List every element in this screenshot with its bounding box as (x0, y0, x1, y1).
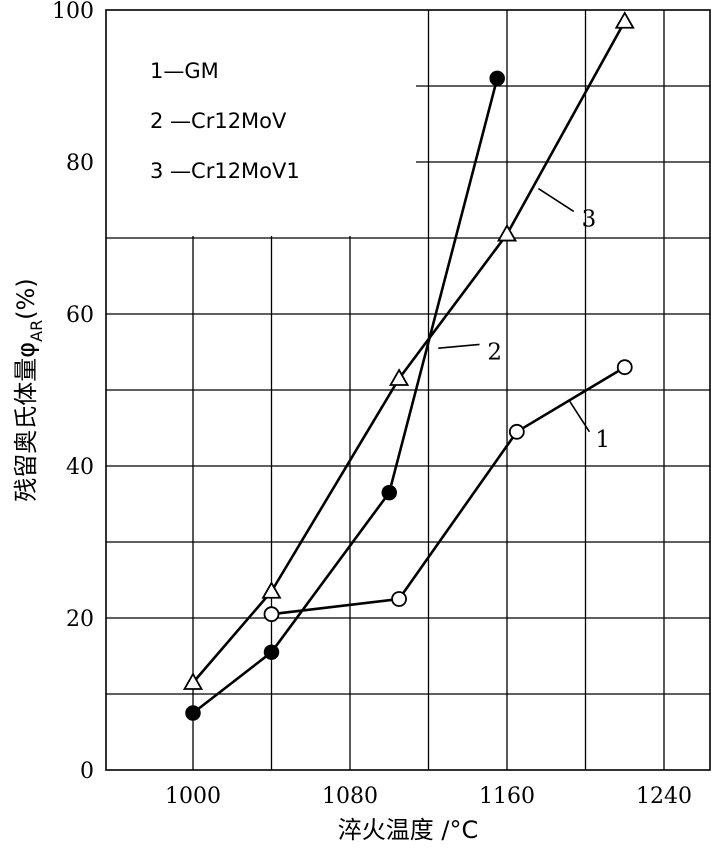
series-line-1 (271, 366, 626, 616)
x-tick-label: 1080 (322, 784, 378, 809)
y-axis-label: 残留奥氏体量φAR(%) (12, 278, 46, 501)
data-point-series-3 (182, 672, 204, 690)
callout-label-1: 1 (595, 427, 610, 453)
callout-leader-2 (438, 343, 480, 349)
legend-entry-2: 2 —Cr12MoV (150, 109, 287, 133)
callout-leader-3 (537, 187, 575, 213)
legend: 1—GM 2 —Cr12MoV 3 —Cr12MoV1 (106, 10, 416, 236)
legend-entry-3: 3 —Cr12MoV1 (150, 159, 300, 183)
y-tick-label: 0 (80, 759, 94, 784)
x-tick-label: 1160 (479, 784, 535, 809)
plot-frame (105, 9, 711, 771)
y-tick-label: 40 (66, 455, 94, 480)
data-point-series-1 (391, 591, 407, 607)
y-tick-label: 80 (66, 151, 94, 176)
y-axis-label-main: 残留奥氏体量φ (12, 342, 40, 502)
svg-text:残留奥氏体量φAR(%): 残留奥氏体量φAR(%) (12, 278, 46, 501)
data-point-series-2 (381, 484, 397, 501)
y-tick-label: 20 (66, 607, 94, 632)
data-point-series-2 (489, 70, 505, 87)
data-point-series-1 (508, 423, 525, 440)
legend-box (106, 10, 416, 236)
series-callouts: 1 2 3 (438, 187, 610, 453)
y-tick-label: 60 (66, 303, 94, 328)
x-tick-label: 1240 (636, 784, 692, 809)
x-tick-label: 1000 (165, 784, 221, 809)
data-point-series-3 (614, 11, 635, 29)
data-point-series-3 (496, 223, 518, 242)
y-tick-label: 100 (52, 0, 94, 24)
tick-labels: 0 20 40 60 80 100 1000 1080 1160 1240 (52, 0, 692, 809)
data-point-series-2 (263, 644, 280, 660)
y-axis-label-unit: (%) (12, 278, 40, 320)
data-point-series-1 (616, 359, 633, 376)
series-line-2 (192, 78, 499, 715)
legend-entry-1: 1—GM (150, 59, 219, 83)
data-point-series-3 (389, 368, 410, 386)
callout-label-3: 3 (582, 207, 597, 233)
callout-label-2: 2 (487, 340, 502, 366)
callout-leader-1 (569, 400, 591, 433)
data-point-series-1 (263, 606, 280, 623)
y-axis-label-subscript: AR (27, 320, 46, 342)
data-point-series-2 (185, 705, 201, 721)
series (182, 11, 635, 721)
x-axis-label: 淬火温度 /°C (338, 816, 478, 844)
data-point-series-3 (261, 581, 282, 599)
